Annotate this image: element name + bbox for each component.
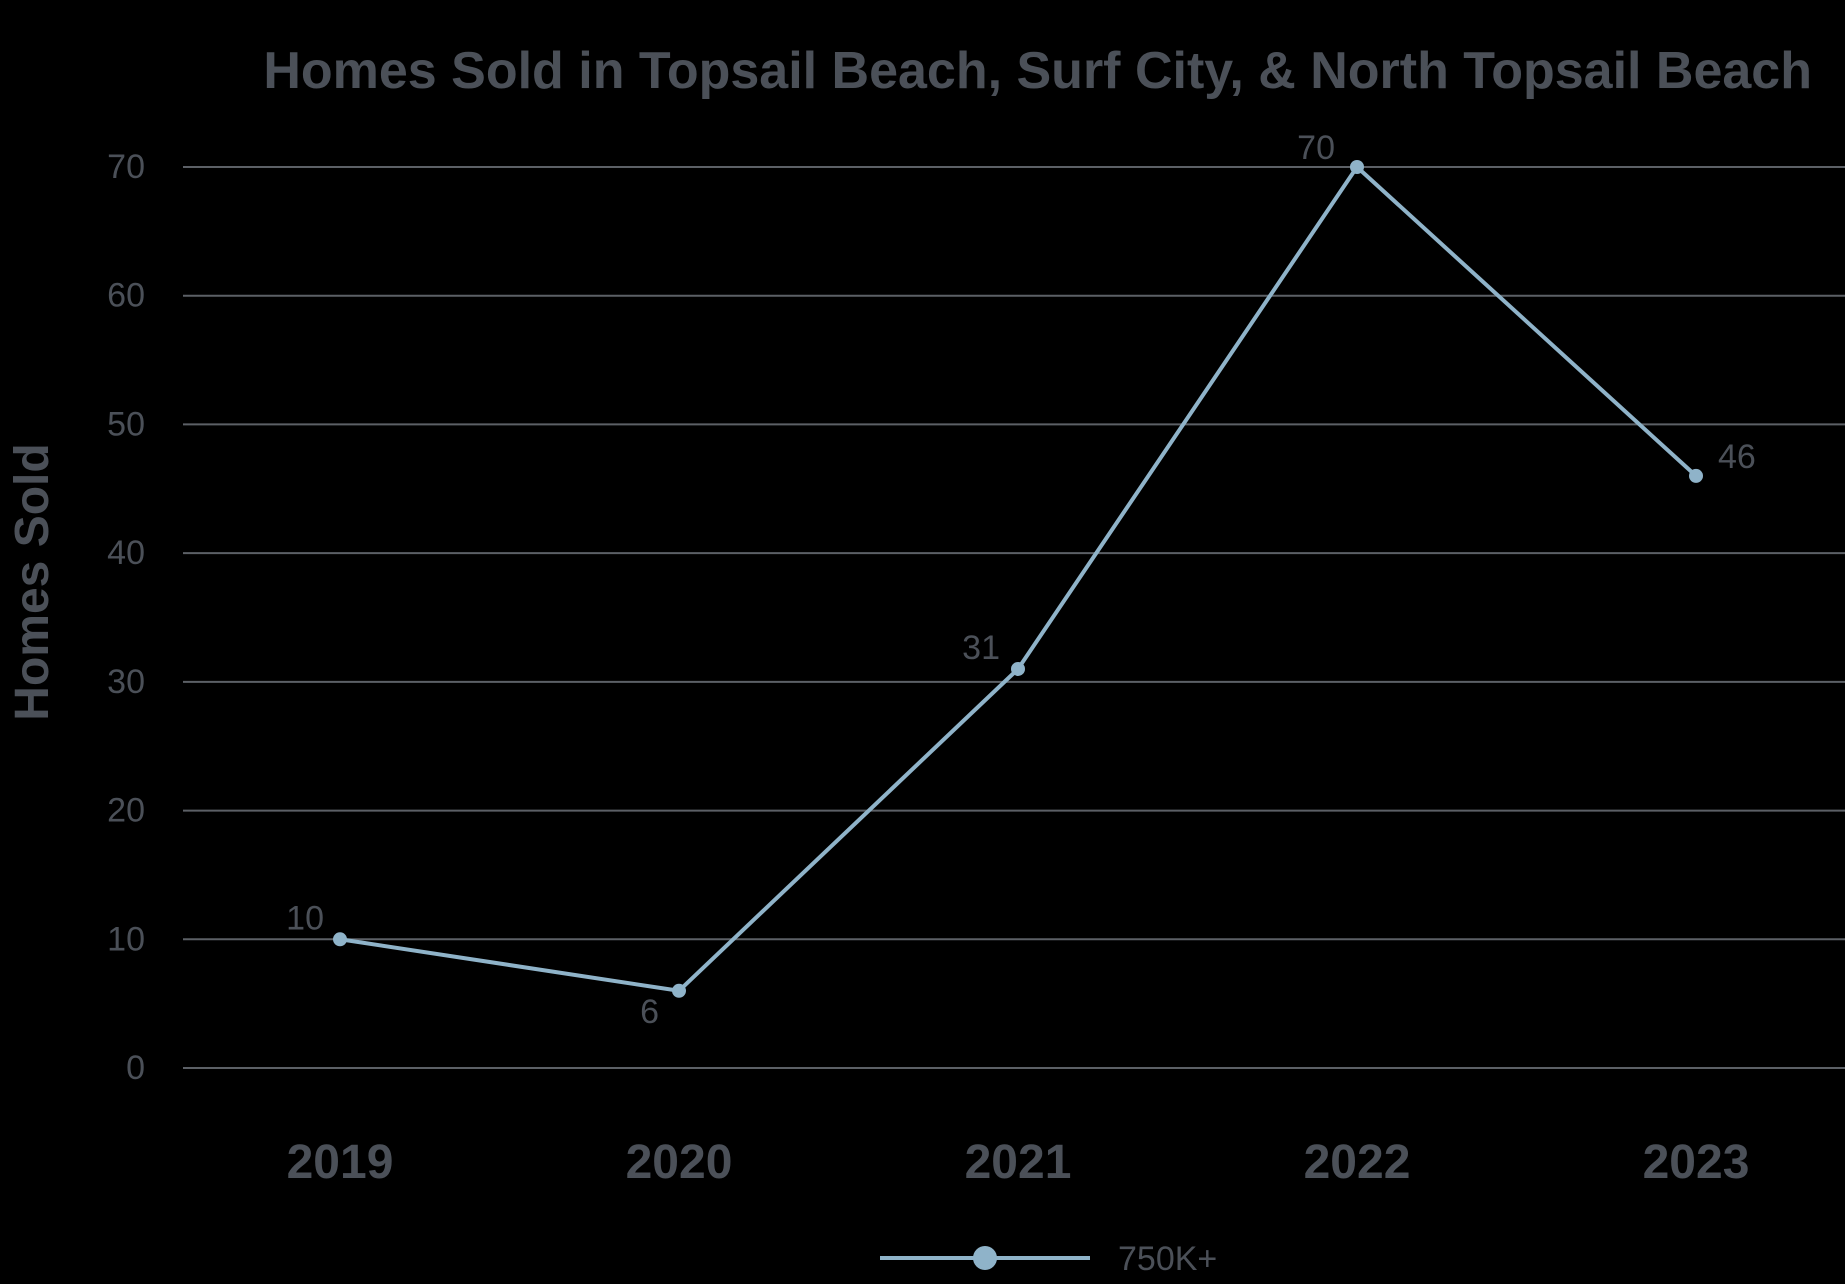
series-line xyxy=(338,165,1698,993)
data-point xyxy=(1011,661,1025,676)
y-tick-label: 30 xyxy=(107,663,145,701)
chart-title: Homes Sold in Topsail Beach, Surf City, … xyxy=(263,42,1812,100)
x-tick-label: 2020 xyxy=(626,1136,733,1189)
x-tick-label: 2019 xyxy=(287,1136,394,1189)
legend-swatch-marker xyxy=(973,1246,997,1270)
x-axis-ticks: 2019 2020 2021 2022 2023 xyxy=(287,1136,1750,1189)
legend: 750K+ xyxy=(880,1240,1217,1278)
y-tick-label: 60 xyxy=(107,277,145,315)
data-labels: 10 6 31 70 46 xyxy=(286,129,1756,1031)
y-tick-label: 20 xyxy=(107,792,145,830)
y-tick-label: 50 xyxy=(107,405,145,443)
data-point xyxy=(1350,160,1364,174)
data-label: 6 xyxy=(640,993,659,1031)
x-tick-label: 2023 xyxy=(1643,1136,1750,1189)
data-label: 70 xyxy=(1297,129,1335,167)
y-axis-ticks: 0 10 20 30 40 50 60 70 xyxy=(107,148,145,1087)
data-point xyxy=(672,983,686,998)
legend-label: 750K+ xyxy=(1118,1240,1217,1278)
y-axis-label: Homes Sold xyxy=(6,443,59,720)
y-tick-label: 70 xyxy=(107,148,145,186)
y-tick-label: 40 xyxy=(107,534,145,572)
y-tick-label: 10 xyxy=(107,920,145,958)
data-point xyxy=(1689,468,1703,483)
gridlines xyxy=(183,166,1845,1069)
x-tick-label: 2022 xyxy=(1304,1136,1411,1189)
x-tick-label: 2021 xyxy=(965,1136,1072,1189)
data-point xyxy=(333,932,347,947)
series-layer xyxy=(333,160,1703,998)
data-label: 31 xyxy=(962,629,1000,667)
y-tick-label: 0 xyxy=(126,1049,145,1087)
data-label: 46 xyxy=(1718,438,1756,476)
data-label: 10 xyxy=(286,899,324,937)
